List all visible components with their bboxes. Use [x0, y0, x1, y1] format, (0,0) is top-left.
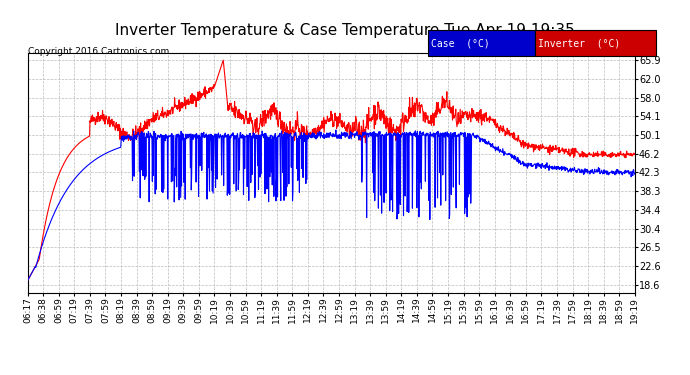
- Text: Inverter  (°C): Inverter (°C): [538, 38, 620, 48]
- Text: Inverter Temperature & Case Temperature Tue Apr 19 19:35: Inverter Temperature & Case Temperature …: [115, 22, 575, 38]
- Text: Copyright 2016 Cartronics.com: Copyright 2016 Cartronics.com: [28, 47, 169, 56]
- Text: Case  (°C): Case (°C): [431, 38, 490, 48]
